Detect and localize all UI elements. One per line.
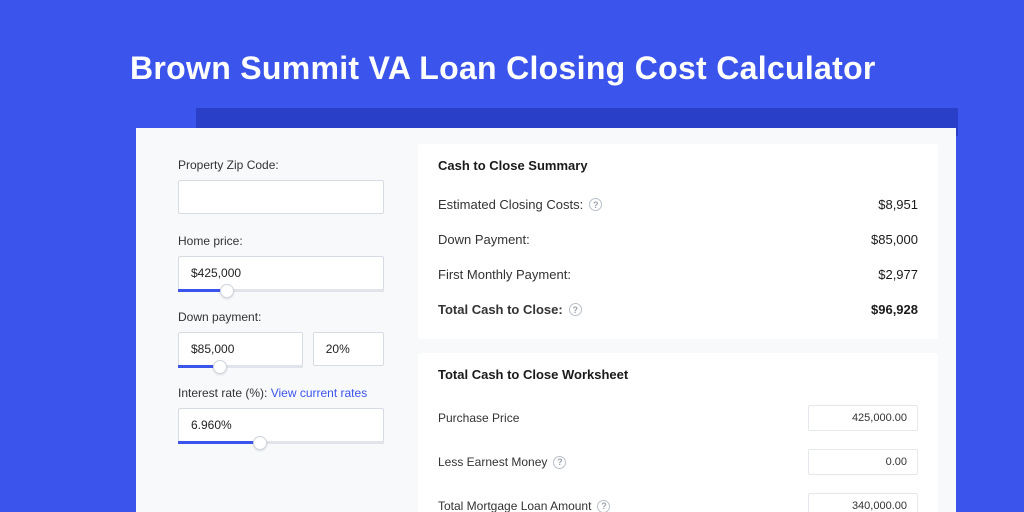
slider-thumb[interactable] — [253, 436, 267, 450]
input-column: Property Zip Code: Home price: Down paym… — [136, 128, 408, 512]
summary-total-label: Total Cash to Close: — [438, 302, 563, 317]
interest-rate-slider[interactable] — [178, 408, 384, 442]
slider-fill — [178, 441, 260, 444]
zip-label: Property Zip Code: — [178, 158, 384, 172]
worksheet-row-input[interactable] — [808, 405, 918, 431]
help-icon[interactable]: ? — [569, 303, 582, 316]
worksheet-row-label: Less Earnest Money — [438, 455, 547, 469]
zip-field: Property Zip Code: — [178, 158, 384, 214]
worksheet-row-label: Total Mortgage Loan Amount — [438, 499, 591, 512]
interest-rate-field: Interest rate (%): View current rates — [178, 386, 384, 442]
home-price-label: Home price: — [178, 234, 384, 248]
worksheet-row: Purchase Price — [438, 396, 918, 440]
summary-row-label: Down Payment: — [438, 232, 530, 247]
summary-card: Cash to Close Summary Estimated Closing … — [418, 144, 938, 339]
slider-thumb[interactable] — [220, 284, 234, 298]
worksheet-row-label: Purchase Price — [438, 411, 519, 425]
slider-thumb[interactable] — [213, 360, 227, 374]
help-icon[interactable]: ? — [589, 198, 602, 211]
summary-row: Down Payment: $85,000 — [438, 222, 918, 257]
summary-title: Cash to Close Summary — [438, 158, 918, 173]
zip-input[interactable] — [178, 180, 384, 214]
help-icon[interactable]: ? — [553, 456, 566, 469]
down-payment-label: Down payment: — [178, 310, 384, 324]
summary-row-value: $2,977 — [878, 267, 918, 282]
results-column: Cash to Close Summary Estimated Closing … — [408, 128, 956, 512]
summary-row: First Monthly Payment: $2,977 — [438, 257, 918, 292]
worksheet-row-input[interactable] — [808, 449, 918, 475]
worksheet-row-input[interactable] — [808, 493, 918, 512]
interest-rate-label-text: Interest rate (%): — [178, 386, 271, 400]
summary-row: Estimated Closing Costs: ? $8,951 — [438, 187, 918, 222]
home-price-input[interactable] — [178, 256, 384, 290]
view-rates-link[interactable]: View current rates — [271, 386, 368, 400]
worksheet-row: Less Earnest Money ? — [438, 440, 918, 484]
interest-rate-label: Interest rate (%): View current rates — [178, 386, 384, 400]
summary-total-value: $96,928 — [871, 302, 918, 317]
summary-row-label: Estimated Closing Costs: — [438, 197, 583, 212]
down-payment-input[interactable] — [178, 332, 303, 366]
summary-row-value: $8,951 — [878, 197, 918, 212]
summary-total-row: Total Cash to Close: ? $96,928 — [438, 292, 918, 327]
page-title: Brown Summit VA Loan Closing Cost Calcul… — [130, 50, 876, 87]
worksheet-row: Total Mortgage Loan Amount ? — [438, 484, 918, 512]
help-icon[interactable]: ? — [597, 500, 610, 512]
down-payment-field: Down payment: — [178, 310, 384, 366]
down-payment-pct-input[interactable] — [313, 332, 384, 366]
interest-rate-input[interactable] — [178, 408, 384, 442]
worksheet-title: Total Cash to Close Worksheet — [438, 367, 918, 382]
home-price-slider[interactable] — [178, 256, 384, 290]
home-price-field: Home price: — [178, 234, 384, 290]
worksheet-card: Total Cash to Close Worksheet Purchase P… — [418, 353, 938, 512]
summary-row-label: First Monthly Payment: — [438, 267, 571, 282]
summary-row-value: $85,000 — [871, 232, 918, 247]
down-payment-slider[interactable] — [178, 332, 303, 366]
calculator-panel: Property Zip Code: Home price: Down paym… — [136, 128, 956, 512]
